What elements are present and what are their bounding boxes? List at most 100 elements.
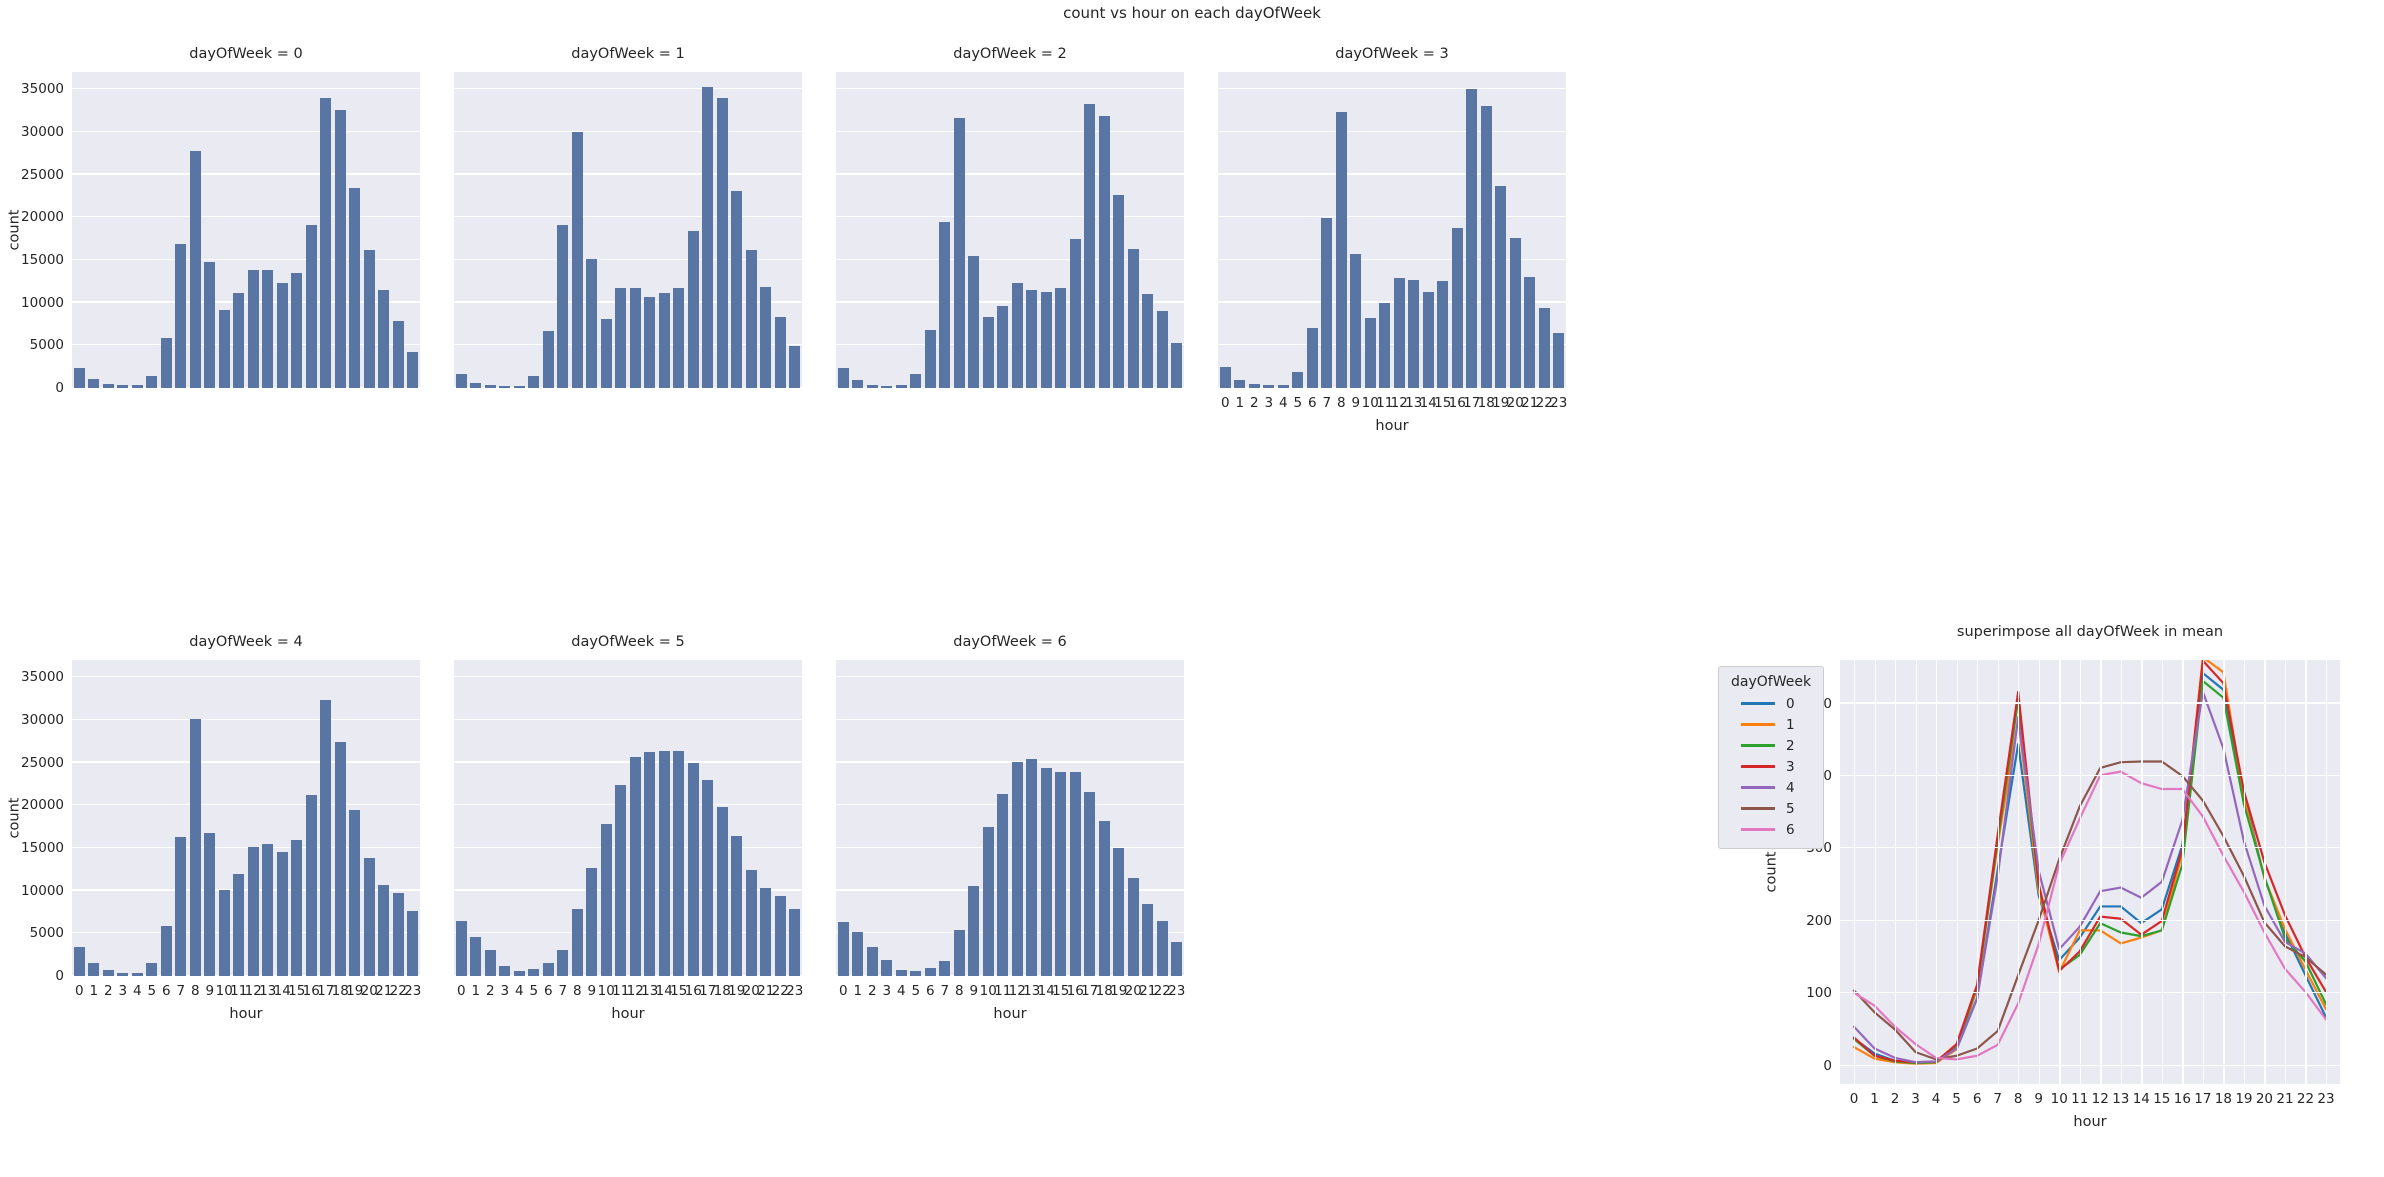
line-series [1852,660,2328,1065]
bar [571,909,583,976]
x-axis-tick: 15 [670,983,688,999]
x-axis-tick: 6 [543,983,553,999]
bar [687,230,699,388]
x-axis-tick: 21 [1521,395,1539,411]
bar [160,925,172,976]
line-series [1852,660,2328,1064]
bar [1156,921,1168,976]
bar [895,970,907,976]
bar [1248,384,1260,388]
x-axis-tick: 7 [940,983,950,999]
x-axis-tick: 9 [969,983,979,999]
bar [542,963,554,976]
legend-item[interactable]: 1 [1731,714,1811,735]
gridline [2079,660,2082,1084]
bar [716,806,728,976]
bar [1335,112,1347,388]
bar [320,700,332,976]
bar [378,884,390,976]
x-axis-tick: 8 [572,983,582,999]
x-axis-tick: 22 [1153,983,1171,999]
x-axis-tick: 9 [205,983,215,999]
x-axis-tick: 23 [1168,983,1186,999]
plot-area [454,72,802,388]
plot-area [454,660,802,976]
legend-item[interactable]: 5 [1731,798,1811,819]
bar [953,929,965,976]
gridline [454,173,802,175]
gridline [1936,660,1938,1084]
x-axis-tick: 7 [1993,1091,2002,1107]
bar [1277,384,1289,388]
x-axis-tick: 13 [641,983,659,999]
legend: dayOfWeek 0 1 2 3 4 5 6 [1718,666,1825,849]
subplot-title: dayOfWeek = 5 [571,634,685,650]
legend-item[interactable]: 3 [1731,756,1811,777]
gridline [1977,660,1979,1084]
bar [658,751,670,976]
subplot-title: dayOfWeek = 2 [953,46,1067,62]
bar [1040,292,1052,388]
subplot-dayofweek-2: dayOfWeek = 2 [836,46,1184,388]
x-axis-tick: 1 [1870,1091,1879,1107]
figure-suptitle: count vs hour on each dayOfWeek [1063,4,1321,22]
gridline [72,718,420,720]
bar [939,222,951,388]
bar [1408,279,1420,388]
gridline [2161,660,2164,1084]
gridline [72,173,420,175]
x-axis-tick: 10 [1361,395,1379,411]
bar [1466,89,1478,388]
gridline [836,889,1184,891]
gridline [1840,702,2340,704]
bar [204,262,216,388]
gridline [2059,660,2061,1084]
gridline [72,803,420,806]
subplot-title: dayOfWeek = 1 [571,46,685,62]
bar [774,895,786,976]
bar [557,224,569,388]
y-axis-tick: 5000 [29,337,64,354]
x-axis-tick: 17 [1463,395,1481,411]
legend-color-swatch [1741,786,1775,789]
bar [528,968,540,976]
gridline [1218,301,1566,303]
bar [1142,294,1154,388]
gridline [1218,173,1566,175]
gridline [72,761,420,763]
gridline [1218,130,1566,132]
x-axis-tick: 6 [925,983,935,999]
legend-item[interactable]: 6 [1731,819,1811,840]
gridline [836,932,1184,934]
x-axis-tick: 3 [882,983,892,999]
gridline [2100,660,2102,1084]
x-axis-tick: 16 [684,983,702,999]
legend-item[interactable]: 4 [1731,777,1811,798]
gridline [72,974,420,976]
bar [910,971,922,976]
bar [334,742,346,976]
gridline [1840,992,2340,994]
bar [852,931,864,976]
bar [1321,218,1333,388]
gridline [2202,660,2205,1084]
bar [349,810,361,976]
gridline [454,932,802,934]
bar [1379,303,1391,388]
x-axis-tick: 20 [2255,1091,2274,1107]
legend-item[interactable]: 2 [1731,735,1811,756]
legend-item[interactable]: 0 [1731,693,1811,714]
subplot-title: superimpose all dayOfWeek in mean [1956,624,2224,640]
x-axis-tick: 0 [74,983,84,999]
bar [702,780,714,976]
gridline [836,761,1184,763]
gridline [454,130,802,132]
line-series [1852,770,2328,1061]
bar [1171,342,1183,388]
bar [774,317,786,388]
subplot-dayofweek-4: dayOfWeek = 4 count hour 0 5000 10000 15000… [6,634,421,1022]
bar [881,959,893,976]
x-axis-tick: 4 [1931,1091,1941,1107]
bar [146,375,158,388]
bar [745,249,757,388]
